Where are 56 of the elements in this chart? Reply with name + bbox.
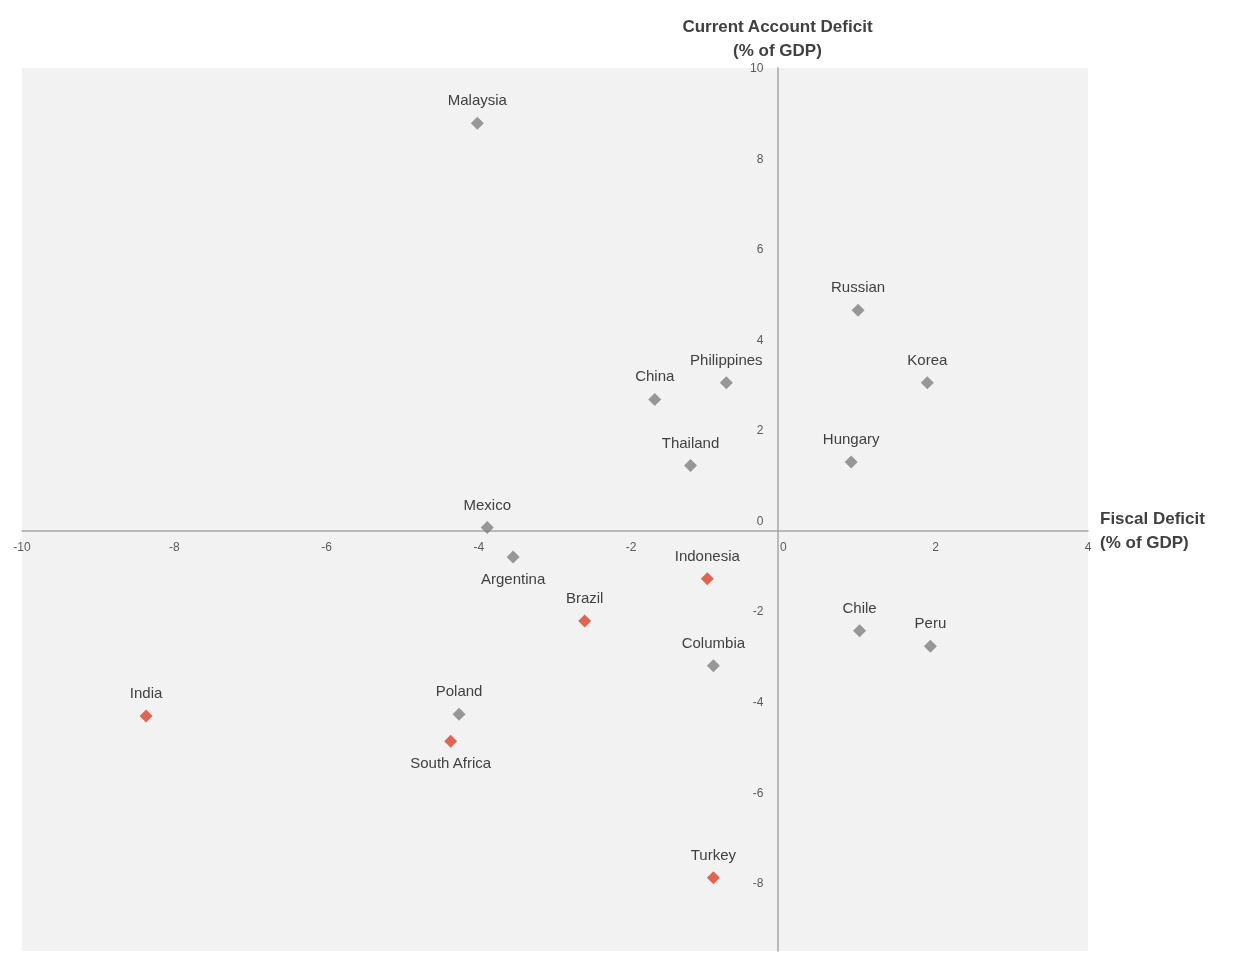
point bbox=[578, 614, 592, 628]
annotation: Russian bbox=[830, 278, 886, 296]
point bbox=[480, 521, 494, 535]
annotation: Columbia bbox=[681, 633, 746, 651]
point bbox=[506, 550, 520, 564]
y-tick-label: 6 bbox=[756, 242, 764, 257]
point bbox=[470, 116, 484, 130]
y-tick-label: -2 bbox=[752, 604, 764, 619]
annotation: Indonesia bbox=[674, 546, 741, 564]
point bbox=[139, 709, 153, 723]
x-tick-label: 0 bbox=[780, 539, 788, 554]
point bbox=[851, 303, 865, 317]
annotation: Mexico bbox=[463, 495, 511, 513]
x-tick-label: -6 bbox=[321, 539, 333, 554]
annotation: Peru bbox=[914, 614, 947, 632]
annotation: China bbox=[635, 367, 675, 385]
x-tick-label: -10 bbox=[13, 539, 31, 554]
y-tick-label: -8 bbox=[752, 876, 764, 891]
annotation: Poland bbox=[435, 682, 483, 700]
point bbox=[706, 659, 720, 673]
point bbox=[706, 871, 720, 885]
y-tick-label: 2 bbox=[756, 423, 764, 438]
y-axis-title: Current Account Deficit (% of GDP) bbox=[682, 16, 873, 60]
y-tick-label: -4 bbox=[752, 694, 764, 709]
annotation: Chile bbox=[842, 598, 877, 616]
annotation: Turkey bbox=[690, 845, 737, 863]
point bbox=[923, 639, 937, 653]
point bbox=[452, 707, 466, 721]
x-tick-label: -2 bbox=[625, 539, 637, 554]
x-tick-label: 2 bbox=[932, 539, 940, 554]
annotation: Malaysia bbox=[447, 91, 508, 109]
annotation: Philippines bbox=[690, 350, 763, 368]
x-axis-title: Fiscal Deficit (% of GDP) bbox=[1100, 509, 1206, 553]
point bbox=[719, 376, 733, 390]
y-tick-label: 4 bbox=[756, 332, 764, 347]
point bbox=[684, 459, 698, 473]
annotation: South Africa bbox=[410, 754, 492, 772]
point bbox=[853, 624, 867, 638]
point bbox=[648, 392, 662, 406]
y-tick-label: 0 bbox=[756, 513, 764, 528]
y-tick-label: -6 bbox=[752, 785, 764, 800]
annotation: Thailand bbox=[661, 433, 720, 451]
x-tick-label: 4 bbox=[1084, 539, 1092, 554]
x-tick-label: -4 bbox=[473, 539, 485, 554]
y-tick-label: 8 bbox=[756, 151, 764, 166]
annotation: Brazil bbox=[565, 588, 604, 606]
point bbox=[920, 376, 934, 390]
point bbox=[844, 455, 858, 469]
point bbox=[444, 734, 458, 748]
annotation: Argentina bbox=[481, 570, 546, 588]
annotation: India bbox=[129, 683, 164, 701]
point bbox=[700, 572, 714, 586]
y-tick-label: 10 bbox=[750, 61, 764, 75]
annotation: Korea bbox=[907, 350, 949, 368]
annotation: Hungary bbox=[822, 429, 881, 447]
x-tick-label: -8 bbox=[168, 539, 180, 554]
